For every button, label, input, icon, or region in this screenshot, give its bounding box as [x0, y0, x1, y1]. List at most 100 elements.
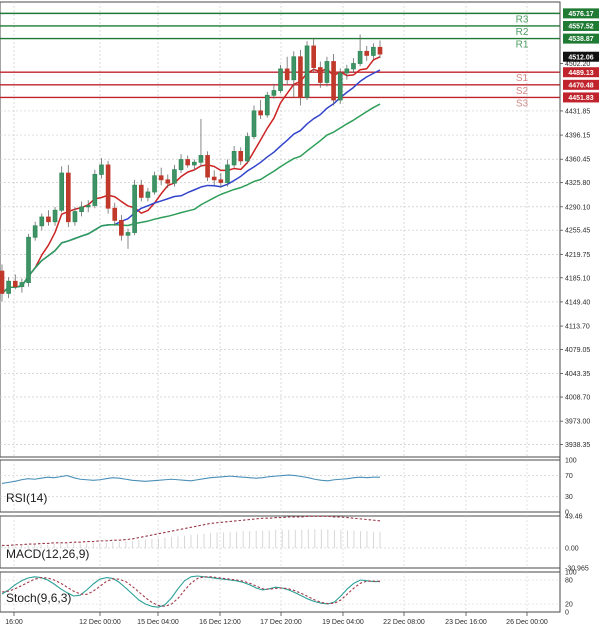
candle [198, 118, 204, 167]
macd-panel: 49.46 0.00 -30.965 MACD(12,26,9) [0, 514, 589, 573]
stoch(9,6,3)-frame [0, 571, 561, 613]
candle [231, 146, 237, 168]
candle [311, 37, 317, 72]
time-axis-label: 12 Dec 00:00 [79, 619, 121, 626]
candle-body [52, 209, 58, 223]
candle-body [178, 159, 184, 171]
candle-body [357, 50, 363, 64]
candle [132, 179, 137, 236]
candle [284, 56, 290, 86]
ma-slow-line [1, 103, 381, 294]
candle-body [112, 207, 118, 221]
candle [344, 64, 350, 80]
tag-s1-text: 4489.13 [568, 70, 593, 77]
candle-body [245, 136, 250, 162]
candle [152, 171, 157, 195]
candle [377, 40, 383, 59]
candle [72, 206, 78, 226]
candle-body [238, 151, 244, 162]
candle-body [12, 280, 18, 288]
price-tick-label: 4290.10 [565, 204, 590, 211]
candle-body [172, 169, 177, 184]
price-tick-label: 4008.70 [565, 395, 590, 402]
candle [138, 179, 144, 202]
candle-body [125, 232, 131, 236]
candle-body [284, 68, 290, 81]
candle-body [79, 206, 84, 212]
candle [105, 160, 111, 214]
time-axis-label: 23 Dec 16:00 [445, 619, 487, 626]
candle-body [337, 72, 343, 101]
price-tick-label: 4079.05 [565, 347, 590, 354]
candle-body [377, 46, 383, 55]
candle-body [271, 90, 277, 96]
candle-body [119, 219, 124, 236]
price-tick-label: 4360.45 [565, 157, 590, 164]
candle-body [138, 184, 144, 198]
candle [271, 83, 277, 99]
candle-body [211, 176, 217, 181]
candle [291, 51, 297, 98]
tag-s2-text: 4470.48 [568, 82, 593, 89]
candle [145, 187, 151, 202]
price-axis: 4431.85 4396.15 4360.45 4325.80 4290.10 4255.… [559, 2, 590, 612]
candle-body [32, 225, 38, 238]
candle-body [46, 216, 51, 223]
candle [211, 170, 217, 186]
tag-r3-bg [563, 8, 599, 19]
tag-r3-text: 4576.17 [568, 11, 593, 18]
candle-body [85, 205, 91, 208]
candle-body [185, 159, 191, 166]
candle-body [364, 50, 370, 56]
level-name-r1: R1 [516, 40, 529, 51]
candle [65, 164, 71, 228]
price-tick-label: 4185.10 [565, 275, 590, 282]
candle-body [72, 211, 78, 223]
candle-body [317, 67, 323, 83]
moving-average-lines [1, 56, 381, 294]
candle [6, 277, 11, 299]
candle-body [264, 94, 270, 116]
candle [258, 100, 263, 119]
candle [125, 228, 131, 249]
tag-r2-bg [563, 20, 599, 31]
level-name-s1: S1 [516, 73, 529, 84]
tag-s1: 4489.13 [563, 67, 599, 78]
candle-body [351, 63, 356, 70]
level-name-s2: S2 [516, 86, 529, 97]
price-tick-label: 4149.40 [565, 299, 590, 306]
candle [32, 221, 38, 241]
candle [85, 200, 91, 213]
candlestick-series [0, 34, 383, 302]
candle-body [218, 179, 224, 183]
candle-body [371, 46, 376, 56]
candle-body [291, 56, 297, 81]
indicator-axis-tick-label: 0.00 [565, 545, 579, 552]
tag-s3: 4451.83 [563, 92, 599, 103]
candle-body [331, 61, 336, 101]
candle-body [198, 155, 204, 163]
candle [39, 213, 45, 231]
tag-s3-bg [563, 92, 599, 103]
indicator-axis-tick-label: 100 [565, 570, 577, 577]
tag-r2-text: 4557.52 [568, 24, 593, 31]
candle-body [251, 110, 257, 137]
candle-body [59, 172, 65, 211]
candle [357, 34, 363, 67]
indicator-axis-tick-label: -30.965 [565, 566, 589, 573]
candle [0, 264, 5, 302]
candle-body [225, 164, 230, 183]
candle [59, 166, 65, 213]
candle [119, 214, 124, 241]
indicator-axis-tick-label: 70 [565, 473, 573, 480]
tag-current-price: 4512.06 [563, 51, 599, 62]
candle [46, 210, 51, 226]
tag-s3-text: 4451.83 [568, 95, 593, 102]
price-tag-labels: 4576.17 4557.52 4538.87 4489.13 4470.48 4451.… [563, 8, 599, 103]
level-name-r2: R2 [516, 27, 529, 38]
rsi(14)-frame [0, 459, 561, 513]
time-axis-label: 15 Dec 04:00 [137, 619, 179, 626]
candle-body [132, 184, 137, 233]
candle-body [311, 45, 317, 68]
